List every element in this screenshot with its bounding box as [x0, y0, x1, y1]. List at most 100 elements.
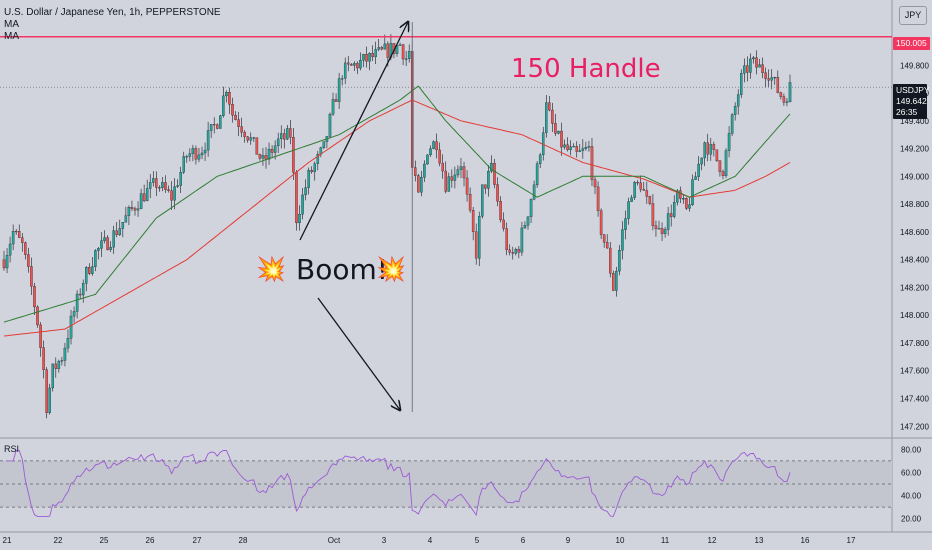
candle-body	[493, 163, 496, 185]
moving-averages	[3, 85, 791, 517]
symbol-title[interactable]: U.S. Dollar / Japanese Yen, 1h, PEPPERST…	[4, 7, 221, 18]
candle-body	[273, 145, 277, 153]
candle-body	[676, 190, 679, 203]
currency-badge[interactable]: JPY	[899, 6, 927, 25]
price-tick-label: 148.000	[900, 311, 929, 320]
candle-body	[136, 208, 140, 211]
candle-body	[380, 47, 384, 50]
candle-body	[767, 78, 770, 81]
candle-body	[130, 207, 134, 209]
candle-body	[398, 44, 402, 46]
candle-body	[368, 53, 371, 62]
candle-body	[17, 231, 21, 238]
candle-body	[538, 154, 542, 164]
candle-body	[557, 130, 560, 134]
candle-body	[298, 214, 301, 224]
candle-body	[206, 130, 210, 151]
candle-body	[152, 178, 155, 183]
candle-body	[642, 189, 646, 191]
candle-body	[371, 53, 374, 58]
candle-body	[188, 153, 192, 157]
candle-body	[237, 119, 240, 127]
price-tick-label: 149.200	[900, 145, 929, 154]
time-tick-label: 26	[146, 536, 155, 545]
time-tick-label: 3	[382, 536, 387, 545]
time-tick-label: 5	[475, 536, 480, 545]
candle-body	[121, 222, 125, 229]
candle-body	[313, 163, 316, 173]
candle-body	[246, 136, 249, 141]
candle-body	[81, 283, 85, 296]
candle-body	[514, 249, 518, 254]
candle-body	[447, 176, 451, 192]
candle-body	[279, 133, 283, 140]
candle-body	[682, 198, 685, 200]
candle-body	[112, 230, 115, 248]
candle-body	[490, 163, 493, 172]
price-tick-label: 148.200	[900, 283, 929, 292]
candle-body	[596, 186, 600, 211]
candle-body	[48, 387, 51, 413]
rsi-line	[7, 450, 791, 517]
candle-body	[435, 141, 438, 151]
candle-body	[209, 124, 213, 131]
time-tick-label: Oct	[328, 536, 341, 545]
candle-body	[57, 361, 61, 369]
candle-body	[170, 190, 173, 201]
boom-annotation: Boom!	[296, 253, 388, 286]
candle-body	[200, 152, 204, 156]
candle-body	[161, 182, 164, 188]
candle-body	[292, 137, 295, 173]
candle-body	[773, 77, 777, 79]
candle-body	[225, 92, 228, 97]
candle-body	[295, 172, 298, 224]
candle-body	[526, 216, 530, 226]
candle-body	[663, 229, 667, 234]
candle-body	[599, 210, 603, 235]
candle-body	[94, 250, 97, 267]
candle-body	[508, 249, 511, 253]
candle-body	[432, 141, 435, 149]
drawings	[0, 22, 892, 412]
candle-body	[155, 178, 158, 188]
price-grid	[0, 0, 932, 533]
candle-body	[499, 201, 502, 221]
time-tick-label: 6	[521, 536, 526, 545]
candle-body	[270, 148, 274, 153]
candle-body	[347, 62, 350, 65]
candle-body	[283, 133, 286, 140]
ma-legend-2[interactable]: MA	[4, 31, 19, 42]
price-tick-label: 148.600	[900, 228, 929, 237]
candle-body	[584, 147, 588, 149]
candle-body	[24, 242, 27, 255]
price-tick-label: 147.200	[900, 422, 929, 431]
candle-body	[438, 149, 441, 164]
candle-body	[691, 179, 694, 205]
candle-body	[167, 189, 170, 191]
candle-body	[197, 154, 201, 160]
candle-body	[139, 193, 143, 209]
time-tick-label: 4	[428, 536, 433, 545]
symbol-label: USDJPY	[896, 85, 930, 95]
candle-body	[648, 196, 652, 204]
candle-body	[356, 63, 359, 69]
candle-body	[276, 138, 280, 147]
candle-body	[749, 58, 752, 73]
candle-body	[703, 142, 706, 159]
candle-body	[779, 92, 783, 97]
rsi-tick-label: 80.00	[901, 445, 922, 454]
candle-body	[203, 149, 207, 154]
candle-body	[426, 154, 429, 165]
price-tick-label: 149.000	[900, 172, 929, 181]
candle-body	[362, 54, 365, 61]
candle-body	[401, 44, 405, 60]
time-tick-label: 22	[54, 536, 63, 545]
time-tick-label: 11	[661, 536, 670, 545]
ma-legend-1[interactable]: MA	[4, 19, 19, 30]
candle-body	[569, 146, 572, 150]
candle-body	[142, 193, 146, 202]
candle-body	[605, 242, 609, 249]
candle-body	[572, 146, 575, 148]
candle-body	[63, 347, 67, 361]
